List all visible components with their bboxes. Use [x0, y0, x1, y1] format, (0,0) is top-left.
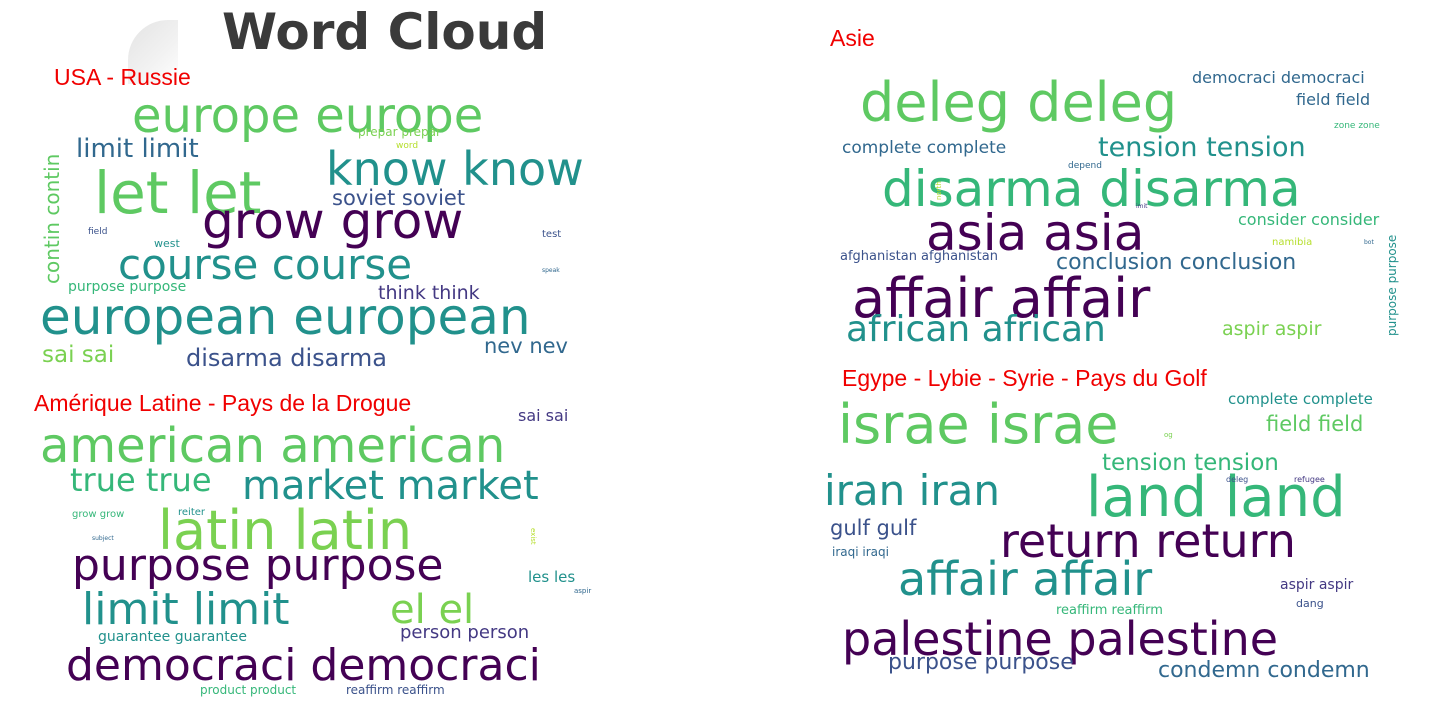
cloud-word: market market — [242, 463, 539, 509]
cloud-word: consider consider — [1238, 210, 1380, 229]
cloud-word: reiter — [178, 507, 206, 518]
cloud-word: aspir aspir — [1280, 577, 1354, 593]
cloud-word: american american — [40, 418, 506, 474]
cloud-word: contin contin — [40, 153, 64, 284]
cloud-word: subject — [92, 535, 114, 542]
cloud-word: asia asia — [926, 204, 1145, 262]
panel-title-usa-russie: USA - Russie — [54, 64, 191, 90]
cloud-word: tension tension — [1098, 132, 1306, 163]
cloud-word: el el — [390, 587, 475, 633]
cloud-word: field — [88, 227, 108, 237]
word-cloud-asie: democraci democraci deleg deleg field fi… — [836, 64, 1406, 346]
cloud-word: democraci democraci — [66, 640, 541, 691]
cloud-word: affair affair — [852, 267, 1151, 330]
cloud-word: og — [1164, 431, 1173, 439]
cloud-word: course course — [118, 240, 413, 289]
cloud-word: european european — [40, 288, 531, 346]
cloud-word: north — [935, 181, 943, 200]
cloud-word: condemn condemn — [1158, 658, 1370, 683]
word-cloud-usa-russie: europe europe know know let let limit li… — [36, 88, 606, 380]
cloud-word: purpose purpose — [888, 650, 1074, 675]
cloud-word: aspir aspir — [1222, 318, 1322, 340]
word-cloud-amerique-latine: sai sai american american true true mark… — [36, 404, 630, 700]
cloud-word: speak — [542, 267, 560, 274]
cloud-word: deleg deleg — [860, 71, 1178, 134]
panel-title-amerique-latine: Amérique Latine - Pays de la Drogue — [34, 390, 412, 416]
cloud-word: affair affair — [898, 552, 1153, 606]
cloud-word: reaffirm reaffirm — [346, 683, 445, 697]
cloud-word: refugee — [1294, 475, 1325, 484]
cloud-word: grow grow — [202, 192, 464, 250]
cloud-word: purpose purpose — [1385, 234, 1399, 336]
cloud-word: afghanistan afghanistan — [840, 249, 998, 264]
cloud-word: imit — [1136, 203, 1148, 210]
cloud-word: bot — [1364, 239, 1374, 246]
cloud-word: test — [542, 229, 562, 240]
cloud-word: aspir — [574, 587, 592, 595]
cloud-word: complete complete — [1228, 392, 1373, 408]
cloud-word: nev nev — [484, 334, 568, 358]
cloud-word: latin latin — [158, 499, 413, 562]
panel-title-asie: Asie — [830, 25, 875, 51]
cloud-word: disarma disarma — [186, 344, 387, 372]
cloud-word: guarantee guarantee — [98, 629, 247, 645]
cloud-word: grow grow — [72, 509, 125, 520]
cloud-word: reaffirm reaffirm — [1056, 603, 1163, 618]
cloud-word: exist — [529, 528, 537, 545]
cloud-word: prepar prepar — [358, 125, 441, 139]
cloud-word: iraqi iraqi — [832, 545, 889, 559]
cloud-word: purpose purpose — [72, 540, 444, 591]
cloud-word: field field — [1266, 412, 1364, 436]
cloud-word: tension tension — [1102, 450, 1279, 476]
cloud-word: land land — [1086, 465, 1346, 530]
cloud-word: sai sai — [42, 342, 115, 368]
cloud-word: democraci democraci — [1192, 68, 1365, 87]
page-title: Word Cloud — [222, 3, 548, 61]
cloud-word: african african — [846, 309, 1106, 347]
cloud-word: disarma disarma — [882, 160, 1301, 218]
panel-title-egypte-lybie: Egype - Lybie - Syrie - Pays du Golf — [842, 365, 1207, 391]
cloud-word: know know — [326, 142, 584, 196]
cloud-word: sai sai — [518, 406, 569, 425]
cloud-word: purpose purpose — [68, 279, 187, 295]
cloud-word: product product — [200, 683, 297, 697]
cloud-word: let let — [94, 159, 262, 227]
cloud-word: word — [396, 141, 419, 151]
cloud-word: limit limit — [82, 584, 290, 635]
cloud-word: return return — [1000, 514, 1296, 568]
cloud-word: namibia — [1272, 237, 1313, 248]
cloud-word: person person — [400, 622, 530, 643]
cloud-word: europe europe — [132, 88, 484, 144]
cloud-word: complete complete — [842, 138, 1007, 158]
cloud-word: field field — [1296, 90, 1371, 109]
cloud-word: west — [154, 237, 180, 250]
cloud-word: iran iran — [824, 466, 1000, 515]
cloud-word: conclusion conclusion — [1056, 250, 1297, 275]
cloud-word: gulf gulf — [830, 516, 917, 540]
cloud-word: true true — [70, 461, 212, 499]
cloud-word: think think — [378, 282, 480, 304]
cloud-word: israe israe — [838, 393, 1119, 456]
cloud-word: limit limit — [76, 134, 199, 164]
cloud-word: soviet soviet — [332, 186, 466, 210]
cloud-word: palestine palestine — [842, 612, 1279, 666]
word-cloud-egypte-lybie: complete complete israe israe field fiel… — [824, 392, 1416, 688]
cloud-word: deleg — [1226, 475, 1249, 484]
cloud-word: zone zone — [1334, 121, 1380, 131]
cloud-word: les les — [528, 568, 576, 586]
cloud-word: depend — [1068, 161, 1102, 171]
cloud-word: dang — [1296, 597, 1324, 610]
